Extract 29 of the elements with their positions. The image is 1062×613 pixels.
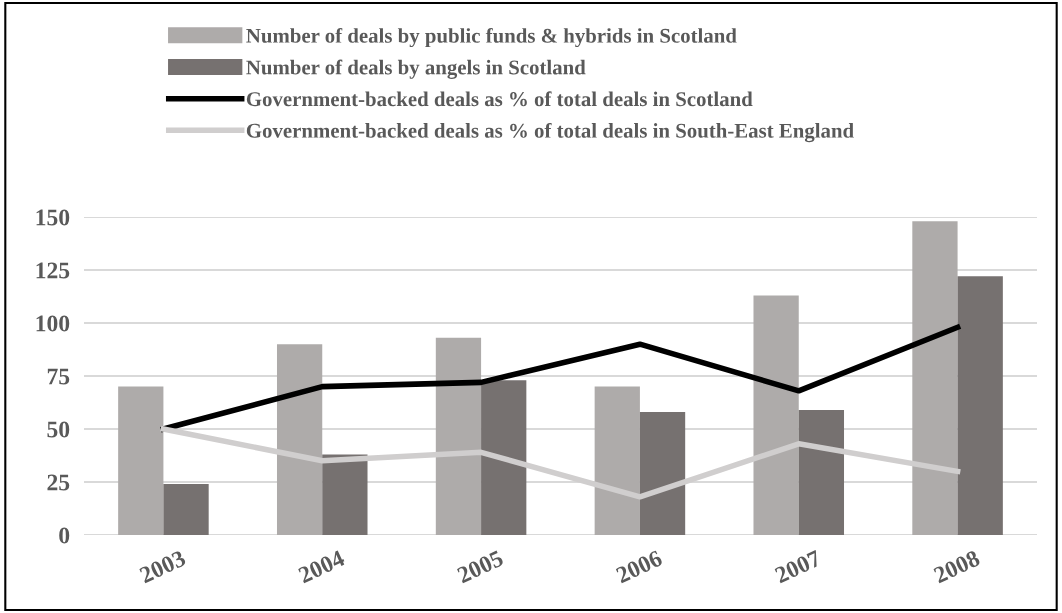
bar [163, 484, 209, 535]
bar [322, 454, 368, 535]
bar [639, 412, 686, 535]
bar [481, 380, 527, 535]
x-tick-label: 2003 [138, 549, 187, 584]
y-tick-label: 125 [36, 262, 70, 279]
bar [118, 386, 164, 535]
x-tick-label: 2005 [456, 549, 505, 584]
legend-label: Government-backed deals as % of total deals in Scotland [246, 91, 753, 107]
bar [798, 409, 845, 535]
bar [957, 276, 1003, 535]
y-tick-label: 50 [47, 421, 70, 438]
bar [912, 221, 958, 535]
bar [276, 344, 323, 535]
x-tick-label: 2008 [932, 549, 981, 584]
legend-label: Number of deals by public funds & hybrids in Scotland [246, 27, 737, 48]
bar [435, 337, 482, 535]
x-tick-label: 2006 [615, 549, 664, 584]
y-tick-label: 150 [36, 209, 70, 226]
y-tick-label: 75 [47, 368, 70, 385]
y-tick-label: 25 [47, 474, 70, 491]
y-tick-label: 0 [59, 527, 70, 544]
legend-label: Number of deals by angels in Scotland [246, 59, 586, 79]
x-tick-label: 2004 [297, 549, 346, 584]
bar [594, 386, 640, 535]
bar [753, 295, 799, 535]
legend-label: Government-backed deals as % of total deals in South-East England [246, 122, 854, 143]
x-tick-label: 2007 [774, 549, 823, 584]
y-tick-label: 100 [36, 315, 70, 332]
